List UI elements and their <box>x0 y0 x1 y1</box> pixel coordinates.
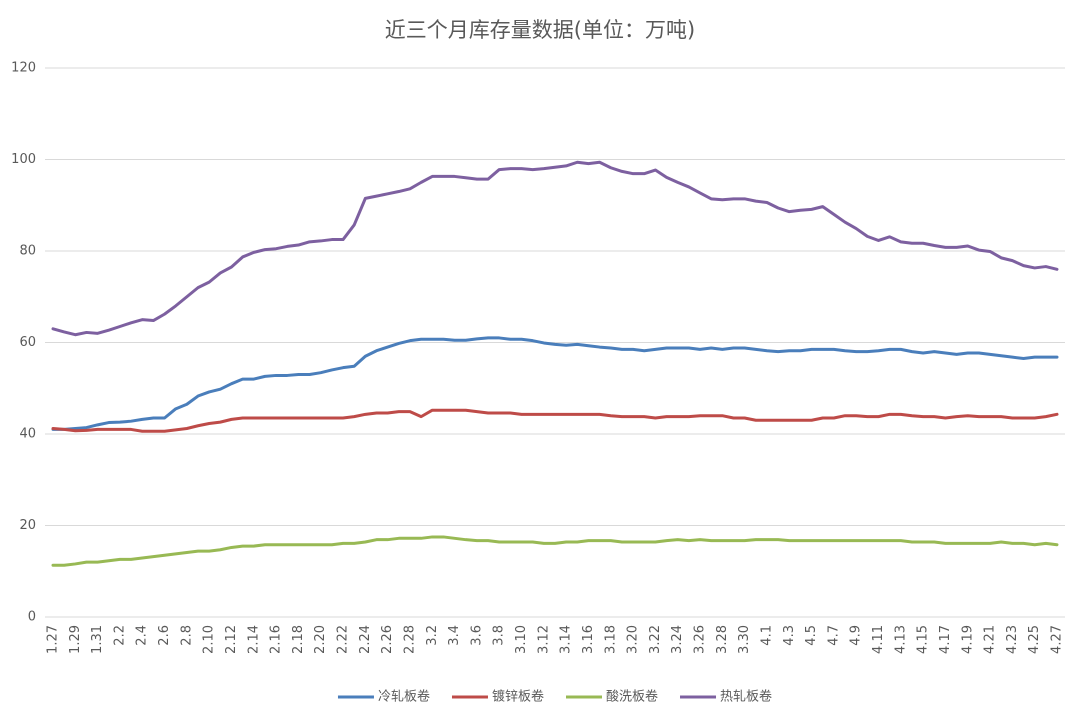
x-tick-label: 4.1 <box>759 625 774 646</box>
x-tick-label: 2.28 <box>402 625 417 654</box>
y-tick-label: 120 <box>11 61 36 76</box>
x-tick-label: 2.24 <box>358 625 373 654</box>
x-tick-label: 3.28 <box>715 625 730 654</box>
y-tick-label: 80 <box>19 244 36 259</box>
x-tick-label: 4.27 <box>1050 625 1065 654</box>
x-tick-label: 4.3 <box>782 625 797 646</box>
x-tick-label: 4.9 <box>849 625 864 646</box>
x-tick-label: 3.30 <box>737 625 752 654</box>
legend-label: 冷轧板卷 <box>378 689 430 705</box>
x-tick-label: 2.6 <box>157 625 172 646</box>
x-tick-label: 3.22 <box>648 625 663 654</box>
x-tick-label: 3.16 <box>581 625 596 654</box>
legend-label: 酸洗板卷 <box>606 689 658 705</box>
x-tick-label: 2.20 <box>313 625 328 654</box>
x-tick-label: 3.20 <box>626 625 641 654</box>
y-tick-label: 60 <box>19 335 36 350</box>
x-tick-label: 3.6 <box>469 625 484 646</box>
x-tick-label: 3.2 <box>425 625 440 646</box>
x-tick-label: 2.10 <box>202 625 217 654</box>
x-tick-label: 4.15 <box>916 625 931 654</box>
x-tick-label: 3.18 <box>603 625 618 654</box>
y-tick-label: 100 <box>11 152 36 167</box>
x-tick-label: 4.13 <box>893 625 908 654</box>
legend: 冷轧板卷 镀锌板卷 酸洗板卷 热轧板卷 <box>337 689 772 705</box>
x-tick-label: 4.7 <box>826 625 841 646</box>
x-tick-label: 4.17 <box>938 625 953 654</box>
x-tick-label: 1.29 <box>68 625 83 654</box>
x-tick-label: 2.22 <box>336 625 351 654</box>
x-tick-label: 3.10 <box>514 625 529 654</box>
x-tick-label: 2.26 <box>380 625 395 654</box>
x-tick-label: 1.31 <box>90 625 105 654</box>
x-tick-label: 3.4 <box>447 625 462 646</box>
series-line <box>51 336 1059 431</box>
x-tick-label: 4.25 <box>1027 625 1042 654</box>
x-tick-label: 3.8 <box>492 625 507 646</box>
x-tick-label: 4.11 <box>871 625 886 654</box>
x-tick-label: 4.23 <box>1005 625 1020 654</box>
x-tick-label: 2.18 <box>291 625 306 654</box>
legend-label: 镀锌板卷 <box>492 689 544 705</box>
series-line <box>51 408 1059 433</box>
y-tick-label: 20 <box>19 518 36 533</box>
legend-label: 热轧板卷 <box>720 689 772 705</box>
x-tick-label: 3.14 <box>559 625 574 654</box>
y-tick-label: 0 <box>28 610 36 625</box>
x-tick-label: 2.4 <box>135 625 150 646</box>
x-tick-label: 2.14 <box>246 625 261 654</box>
x-tick-label: 2.8 <box>179 625 194 646</box>
x-tick-label: 1.27 <box>46 625 61 654</box>
chart-title: 近三个月库存量数据(单位：万吨) <box>385 18 695 42</box>
x-tick-label: 4.21 <box>983 625 998 654</box>
y-tick-label: 40 <box>19 427 36 442</box>
x-tick-label: 4.19 <box>960 625 975 654</box>
series-line <box>51 535 1059 567</box>
x-tick-label: 3.26 <box>693 625 708 654</box>
x-tick-label: 3.24 <box>670 625 685 654</box>
x-tick-label: 2.16 <box>269 625 284 654</box>
series-line <box>51 160 1059 337</box>
x-tick-label: 2.2 <box>112 625 127 646</box>
x-tick-label: 2.12 <box>224 625 239 654</box>
x-tick-label: 3.12 <box>536 625 551 654</box>
x-tick-label: 4.5 <box>804 625 819 646</box>
